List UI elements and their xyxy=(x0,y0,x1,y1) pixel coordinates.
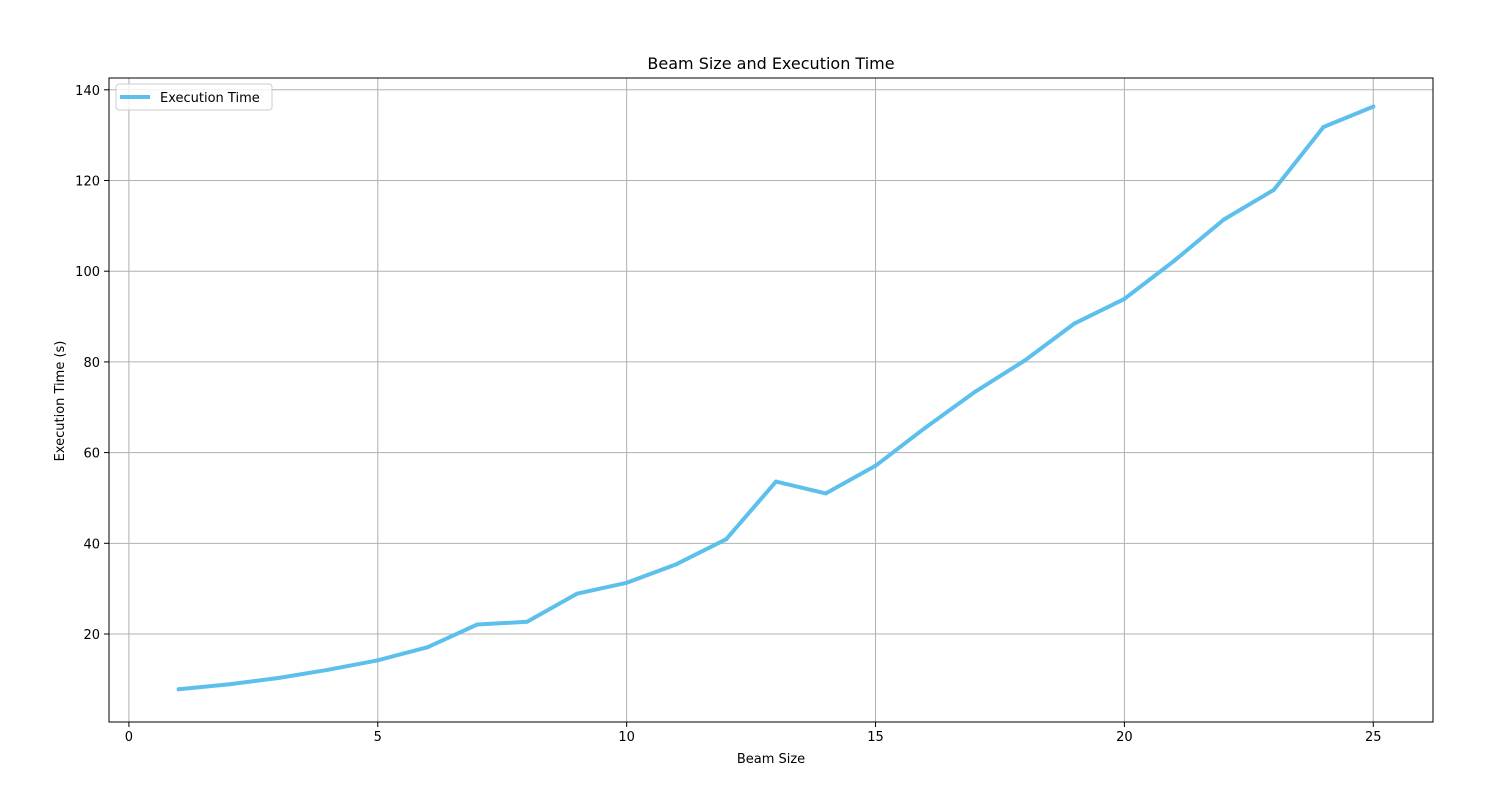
data-point xyxy=(525,619,530,624)
series-layer xyxy=(176,104,1376,692)
data-point xyxy=(574,591,579,596)
data-point xyxy=(923,425,928,430)
data-point xyxy=(674,562,679,567)
data-point xyxy=(1072,321,1077,326)
x-tick-label: 15 xyxy=(867,730,884,745)
x-axis-title: Beam Size xyxy=(737,752,805,767)
data-point xyxy=(624,580,629,585)
data-point xyxy=(1172,258,1177,263)
data-point xyxy=(375,658,380,663)
data-point xyxy=(724,537,729,542)
data-point xyxy=(475,622,480,627)
data-point xyxy=(276,676,281,680)
y-tick-label: 20 xyxy=(83,628,100,643)
plot-frame xyxy=(108,77,1434,723)
data-point xyxy=(823,491,828,496)
data-point xyxy=(873,463,878,468)
y-tick-label: 140 xyxy=(75,84,100,99)
x-tick-label: 10 xyxy=(618,730,635,745)
x-tick-label: 5 xyxy=(374,730,382,745)
x-tick-label: 20 xyxy=(1116,730,1133,745)
data-point xyxy=(973,389,978,394)
data-point xyxy=(1022,358,1027,363)
data-point xyxy=(425,645,430,650)
data-point xyxy=(1271,188,1276,192)
y-tick-label: 100 xyxy=(75,265,100,280)
x-tick-label: 0 xyxy=(125,730,133,745)
legend: Execution Time xyxy=(115,83,273,111)
y-tick-label: 120 xyxy=(75,174,100,189)
data-point xyxy=(226,682,231,687)
data-point xyxy=(1371,104,1376,109)
y-tick-label: 60 xyxy=(83,447,100,462)
data-point xyxy=(1122,296,1127,301)
y-axis-title: Execution Time (s) xyxy=(53,341,68,462)
y-tick-label: 80 xyxy=(83,356,100,371)
data-point xyxy=(176,687,181,692)
data-point xyxy=(326,667,330,672)
ticks: 0 5 10 15 20 25 20 40 60 80 100 120 140 xyxy=(75,84,1381,745)
chart-title: Beam Size and Execution Time xyxy=(647,54,894,73)
data-point xyxy=(1221,217,1226,222)
data-point xyxy=(1321,125,1326,129)
data-point xyxy=(774,479,778,484)
x-tick-label: 25 xyxy=(1365,730,1382,745)
legend-label: Execution Time xyxy=(160,91,260,106)
legend-box xyxy=(115,83,273,111)
grid xyxy=(109,78,1433,722)
y-tick-label: 40 xyxy=(83,537,100,552)
